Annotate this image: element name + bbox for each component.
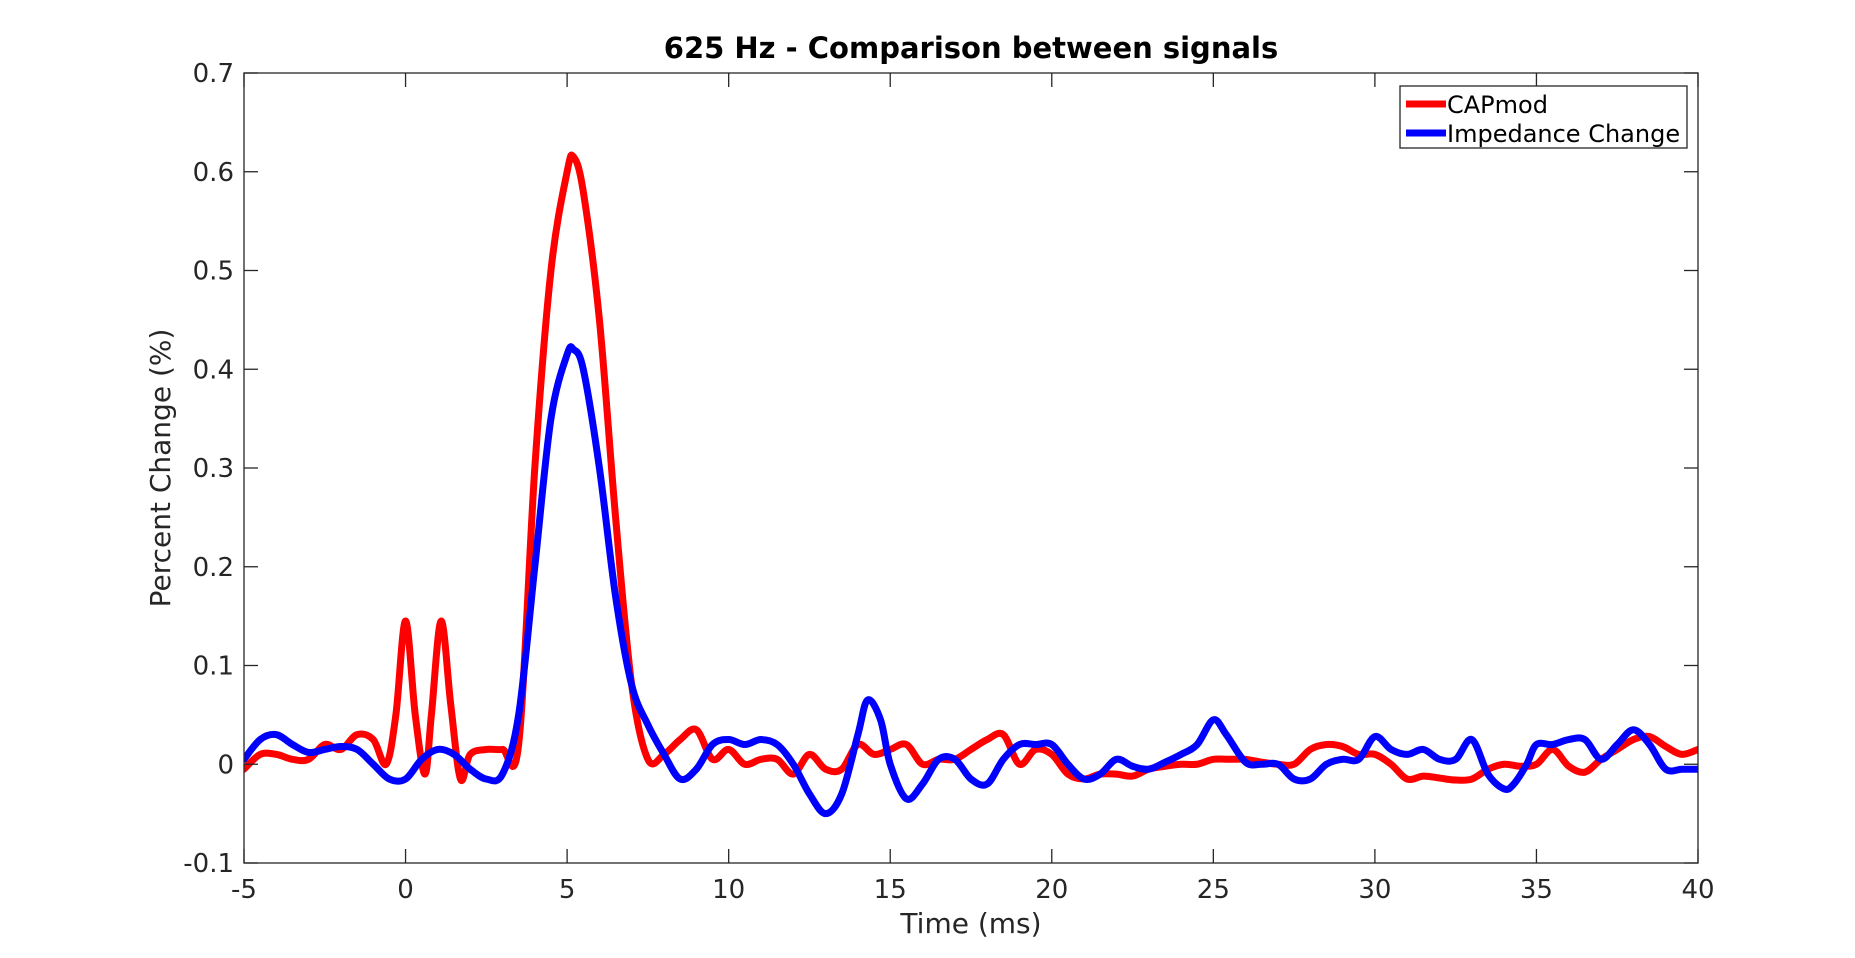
y-tick-label: 0.5: [193, 257, 234, 287]
series-group: [244, 151, 1698, 818]
y-axis-label: Percent Change (%): [144, 329, 177, 608]
series-line-1: [244, 151, 1698, 785]
y-ticks: -0.1 0 0.1 0.2 0.3 0.4 0.5 0.6 0.7: [183, 59, 1698, 879]
x-tick-label: 0: [397, 875, 414, 905]
y-tick-label: 0: [217, 750, 234, 780]
x-tick-label: 10: [712, 875, 745, 905]
plot-area: [244, 73, 1698, 863]
y-tick-label: 0.1: [193, 652, 234, 682]
series-line-2: [244, 343, 1698, 818]
y-tick-label: 0.7: [193, 59, 234, 89]
x-tick-label: 5: [559, 875, 576, 905]
x-axis-label: Time (ms): [899, 907, 1041, 940]
y-tick-label: 0.4: [193, 355, 234, 385]
x-tick-label: 15: [874, 875, 907, 905]
legend-box: [1399, 85, 1688, 149]
x-tick-label: 35: [1520, 875, 1553, 905]
legend-label-1: CAPmod: [1447, 91, 1548, 119]
x-tick-label: -5: [231, 875, 257, 905]
y-tick-label: 0.2: [193, 553, 234, 583]
x-ticks: -5 0 5 10 15 20 25 30 35 40: [231, 73, 1715, 905]
y-tick-label: 0.6: [193, 158, 234, 188]
x-tick-label: 25: [1197, 875, 1230, 905]
chart-title: 625 Hz - Comparison between signals: [664, 31, 1278, 65]
legend-label-2: Impedance Change: [1447, 120, 1680, 148]
x-tick-label: 20: [1035, 875, 1068, 905]
x-tick-label: 40: [1681, 875, 1714, 905]
y-tick-label: -0.1: [183, 849, 234, 879]
x-tick-label: 30: [1358, 875, 1391, 905]
y-tick-label: 0.3: [193, 454, 234, 484]
